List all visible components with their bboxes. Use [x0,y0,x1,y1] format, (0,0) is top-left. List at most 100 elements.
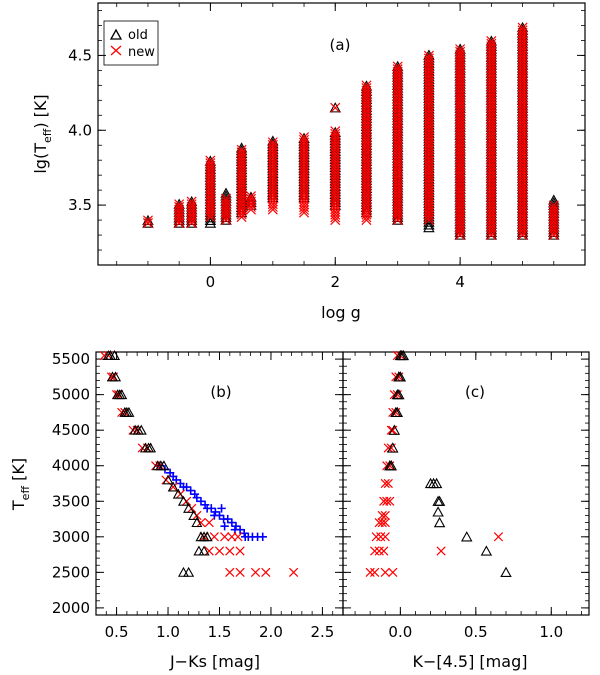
x-tick-label: 2.0 [259,623,283,641]
old-marker [391,406,404,418]
panel-a-ylabel-tail: ) [K] [31,94,50,128]
plus-marker [220,521,229,531]
plus-marker [230,525,240,534]
svg-text:Teff [K]: Teff [K] [9,458,32,511]
new-marker [377,517,387,528]
old-marker [177,495,190,506]
old-marker [480,545,493,556]
panel-b-ylabel-sub: eff [19,486,32,501]
panel-b-points [99,350,299,577]
new-marker [548,203,559,214]
new-marker [486,36,497,47]
new-marker [225,567,235,577]
old-marker [433,495,446,506]
new-marker [205,155,216,166]
new-marker [365,567,375,577]
new-marker [235,546,245,556]
new-marker [385,496,395,506]
panel-b-ylabel-tail: [K] [9,458,28,486]
old-marker [110,371,122,382]
legend-old-marker [109,28,123,40]
new-marker [392,61,403,72]
old-marker [183,502,195,513]
x-tick-label: 2 [330,273,340,291]
new-marker [142,215,153,226]
new-marker [486,38,497,49]
new-marker [388,567,398,577]
new-marker [205,158,216,169]
new-marker [330,102,341,113]
new-marker [220,532,230,542]
old-marker [393,388,405,400]
new-marker [370,567,380,577]
new-marker [235,567,245,577]
y-tick-label: 2500 [52,563,90,581]
panel-c-xlabel: K−[4.5] [mag] [413,652,528,671]
new-marker [380,478,390,489]
x-tick-label: 0.0 [388,623,412,641]
legend-old-label: old [128,28,148,43]
new-marker [361,83,372,94]
y-tick-label: 4.5 [68,46,92,64]
new-marker [220,196,232,207]
panel-b-ylabel-main: T [9,500,28,511]
new-marker [142,218,153,229]
panel-a-ylabel-sub: eff [41,128,54,143]
panel-c-points [365,349,512,577]
y-tick-label: 2000 [52,599,90,617]
new-marker [186,199,197,210]
old-marker [397,349,410,361]
new-marker [245,191,256,202]
new-marker [236,147,247,158]
new-marker [371,532,381,542]
new-marker [455,44,466,55]
new-marker [380,567,390,577]
new-marker [423,50,434,61]
old-marker [220,187,232,198]
new-marker [330,126,341,137]
new-marker [493,532,504,542]
panel-a-points [142,21,560,241]
new-marker [423,53,434,64]
old-marker [201,531,213,542]
x-tick-label: 4 [455,273,465,291]
old-marker [183,566,195,577]
old-marker [167,481,179,492]
new-marker [267,139,278,150]
old-marker [172,488,184,499]
old-marker [158,460,170,471]
new-marker [330,128,341,139]
old-marker [188,509,200,520]
new-marker [361,80,372,91]
old-marker [433,516,446,528]
panel-b-label: (b) [210,383,231,401]
y-tick-label: 5000 [52,386,90,404]
old-marker [430,477,443,489]
new-marker [214,546,225,556]
x-tick-label: 0.5 [105,623,129,641]
new-marker [236,144,247,155]
legend-new-label: new [128,45,155,60]
panel-a-legend: old new [103,20,159,66]
old-marker [394,371,407,382]
y-tick-label: 3500 [52,492,90,510]
y-tick-label: 4500 [52,421,90,439]
panel-a-ticks: 0 2 4 3.5 4.0 4.5 [68,3,586,291]
old-marker [162,474,174,485]
panel-c-ticks: 0.0 0.5 1.0 [343,351,589,641]
new-marker [299,132,310,143]
new-marker [436,546,446,556]
panel-a-ylabel-main: lg(T [31,143,50,174]
new-marker [380,510,390,521]
y-tick-label: 4.0 [68,121,92,139]
old-marker [102,350,114,361]
old-marker [388,424,401,435]
new-marker [299,134,310,145]
x-tick-label: 1.5 [208,623,232,641]
new-marker [380,517,390,528]
new-marker [379,546,389,556]
new-marker [548,200,559,211]
y-tick-label: 4000 [52,457,90,475]
panel-a-xlabel: log g [321,303,361,322]
old-marker [329,102,341,113]
